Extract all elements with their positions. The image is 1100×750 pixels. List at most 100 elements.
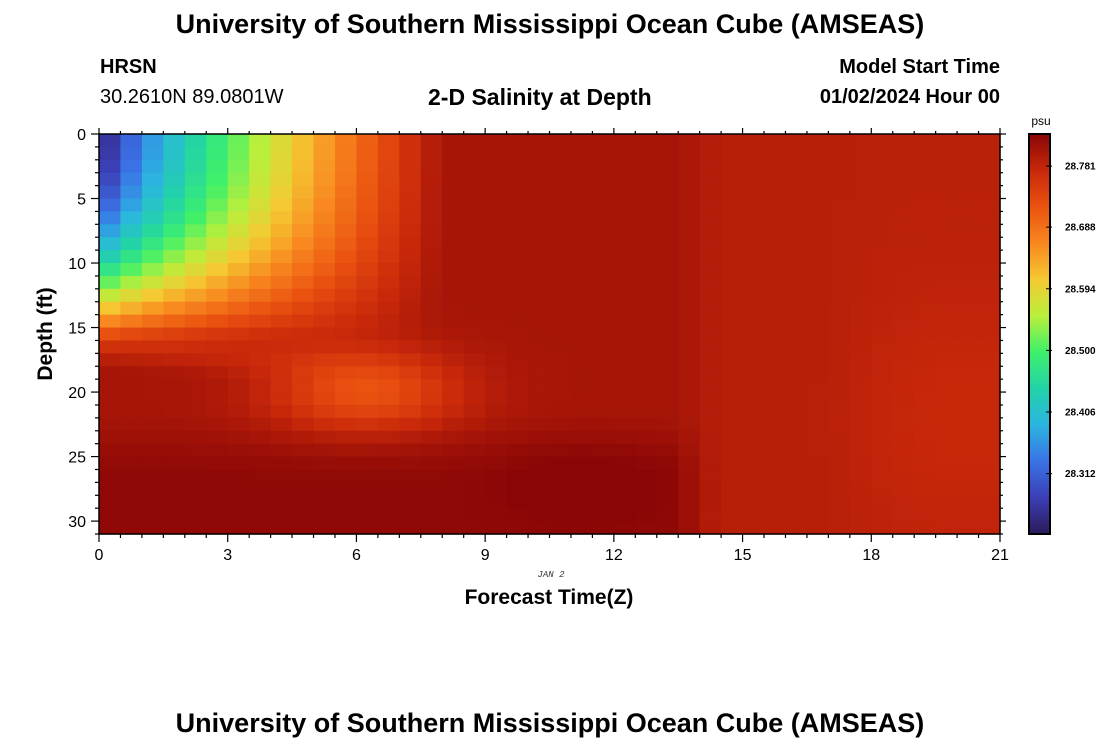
heatmap-cell: [334, 340, 358, 354]
heatmap-cell: [699, 250, 722, 264]
heatmap-cell: [892, 495, 915, 509]
heatmap-cell: [377, 430, 400, 445]
heatmap-cell: [806, 404, 829, 419]
heatmap-cell: [785, 456, 808, 471]
heatmap-cell: [399, 392, 422, 406]
heatmap-cell: [356, 521, 379, 535]
heatmap-cell: [399, 172, 422, 187]
heatmap-cell: [377, 198, 400, 213]
heatmap-cell: [892, 456, 915, 471]
heatmap-cell: [570, 250, 593, 264]
heatmap-cell: [206, 443, 229, 458]
heatmap-cell: [334, 185, 358, 200]
heatmap-cell: [485, 469, 508, 483]
heatmap-cell: [528, 404, 551, 419]
heatmap-cell: [764, 275, 787, 290]
heatmap-cell: [635, 146, 658, 161]
heatmap-cell: [935, 482, 958, 496]
heatmap-cell: [206, 275, 229, 290]
heatmap-cell: [292, 482, 315, 496]
heatmap-cell: [849, 379, 872, 393]
heatmap-cell: [613, 482, 636, 496]
heatmap-cell: [163, 366, 186, 380]
heatmap-cell: [270, 353, 293, 367]
heatmap-cell: [270, 224, 293, 238]
heatmap-cell: [592, 134, 615, 148]
heatmap-cell: [99, 443, 122, 458]
heatmap-cell: [549, 185, 572, 200]
heatmap-cell: [828, 469, 851, 483]
heatmap-cell: [206, 521, 229, 535]
heatmap-cell: [463, 185, 486, 200]
heatmap-cell: [270, 237, 293, 251]
heatmap-cell: [678, 353, 701, 367]
heatmap-cell: [785, 172, 808, 187]
heatmap-cell: [592, 288, 615, 303]
heatmap-cell: [957, 340, 980, 354]
y-tick-label: 25: [68, 450, 86, 467]
heatmap-cell: [442, 159, 465, 174]
heatmap-cell: [806, 159, 829, 174]
heatmap-cell: [635, 301, 658, 316]
heatmap-cell: [828, 301, 851, 316]
heatmap-cell: [656, 211, 679, 225]
x-tick-label: 12: [605, 547, 623, 564]
heatmap-cell: [785, 353, 808, 367]
heatmap-cell: [656, 146, 679, 161]
heatmap-cell: [957, 185, 980, 200]
heatmap-cell: [957, 159, 980, 174]
heatmap-cell: [721, 146, 744, 161]
heatmap-cell: [957, 146, 980, 161]
heatmap-cell: [184, 301, 207, 316]
heatmap-cell: [785, 250, 808, 264]
heatmap-cell: [356, 198, 379, 213]
heatmap-cell: [292, 237, 315, 251]
heatmap-cell: [442, 172, 465, 187]
heatmap-cell: [549, 508, 572, 522]
heatmap-cell: [957, 469, 980, 483]
heatmap-cell: [227, 521, 250, 535]
heatmap-cell: [957, 392, 980, 406]
heatmap-cell: [463, 288, 486, 303]
heatmap-cell: [914, 198, 937, 213]
heatmap-cell: [506, 443, 529, 458]
heatmap-cell: [806, 237, 829, 251]
heatmap-cell: [292, 146, 315, 161]
heatmap-cell: [485, 224, 508, 238]
heatmap-cell: [99, 366, 122, 380]
heatmap-cell: [678, 263, 701, 277]
heatmap-cell: [678, 314, 701, 329]
heatmap-cell: [549, 417, 572, 432]
heatmap-cell: [420, 327, 443, 342]
heatmap-cell: [549, 198, 572, 213]
heatmap-cell: [806, 185, 829, 200]
heatmap-cell: [292, 327, 315, 342]
heatmap-cell: [356, 263, 379, 277]
heatmap-cell: [656, 417, 679, 432]
heatmap-cell: [849, 430, 872, 445]
heatmap-cell: [377, 159, 400, 174]
heatmap-cell: [485, 443, 508, 458]
heatmap-cell: [206, 340, 229, 354]
heatmap-cell: [871, 508, 894, 522]
heatmap-cell: [613, 198, 636, 213]
heatmap-cell: [871, 263, 894, 277]
heatmap-cell: [120, 185, 143, 200]
heatmap-cell: [978, 224, 1001, 238]
heatmap-cell: [678, 366, 701, 380]
heatmap-cell: [399, 275, 422, 290]
heatmap-cell: [935, 521, 958, 535]
heatmap-cell: [549, 314, 572, 329]
heatmap-cell: [184, 185, 207, 200]
heatmap-cell: [99, 301, 122, 316]
heatmap-cell: [528, 134, 551, 148]
heatmap-cell: [334, 417, 358, 432]
heatmap-cell: [828, 366, 851, 380]
heatmap-cell: [764, 482, 787, 496]
heatmap-cell: [420, 211, 443, 225]
heatmap-cell: [549, 353, 572, 367]
heatmap-cell: [442, 224, 465, 238]
heatmap-cell: [592, 198, 615, 213]
heatmap-cell: [914, 250, 937, 264]
heatmap-cell: [957, 314, 980, 329]
